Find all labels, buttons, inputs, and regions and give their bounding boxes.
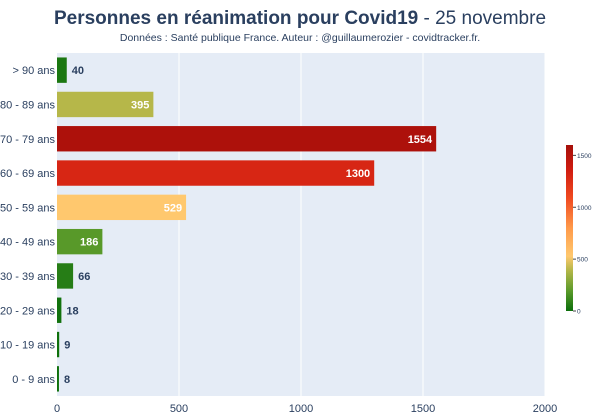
chart-subtitle: Données : Santé publique France. Auteur … bbox=[120, 32, 480, 44]
bar-value-label: 395 bbox=[131, 99, 149, 111]
colorbar-tick-label: 500 bbox=[577, 257, 588, 264]
colorbar-tick-label: 1000 bbox=[577, 205, 592, 212]
bars: 40 395 1554 1300 529 186 66 18 9 8 bbox=[57, 57, 437, 392]
bar-value-label: 66 bbox=[78, 271, 90, 283]
x-tick-label: 0 bbox=[54, 403, 60, 415]
chart-title: Personnes en réanimation pour Covid19 - … bbox=[54, 8, 546, 29]
y-axis-labels: > 90 ans 80 - 89 ans 70 - 79 ans 60 - 69 an… bbox=[0, 65, 55, 386]
bar bbox=[57, 91, 154, 118]
bar bbox=[57, 366, 59, 392]
bar-value-label: 18 bbox=[66, 305, 78, 317]
y-tick-label: 80 - 89 ans bbox=[0, 99, 55, 111]
colorbar-ticks: 0 500 1000 1500 bbox=[573, 153, 592, 316]
grid bbox=[178, 53, 546, 396]
y-tick-label: 40 - 49 ans bbox=[0, 237, 55, 249]
bar bbox=[57, 57, 67, 83]
x-tick-label: 2000 bbox=[533, 403, 557, 415]
y-tick-label: > 90 ans bbox=[12, 65, 55, 77]
bar-value-label: 8 bbox=[64, 374, 70, 386]
y-tick-label: 30 - 39 ans bbox=[0, 271, 55, 283]
bar bbox=[57, 263, 74, 289]
colorbar: 0 500 1000 1500 bbox=[566, 145, 592, 316]
chart-title-date: - 25 novembre bbox=[418, 8, 546, 29]
x-tick-label: 500 bbox=[170, 403, 188, 415]
y-tick-label: 0 - 9 ans bbox=[12, 374, 55, 386]
bar-value-label: 40 bbox=[72, 65, 84, 77]
y-tick-label: 70 - 79 ans bbox=[0, 134, 55, 146]
y-tick-label: 50 - 59 ans bbox=[0, 202, 55, 214]
bar-value-label: 529 bbox=[164, 202, 182, 214]
bar-value-label: 9 bbox=[64, 340, 70, 352]
colorbar-tick-label: 1500 bbox=[577, 153, 592, 160]
x-tick-label: 1500 bbox=[411, 403, 435, 415]
y-tick-label: 60 - 69 ans bbox=[0, 168, 55, 180]
bar-value-label: 1300 bbox=[346, 168, 370, 180]
bar bbox=[57, 228, 103, 255]
bar bbox=[57, 194, 187, 221]
y-tick-label: 20 - 29 ans bbox=[0, 305, 55, 317]
bar-value-label: 186 bbox=[80, 237, 98, 249]
colorbar-tick-label: 0 bbox=[577, 309, 581, 316]
bar bbox=[57, 297, 62, 323]
colorbar-scale bbox=[566, 145, 573, 311]
chart-title-main: Personnes en réanimation pour Covid19 bbox=[54, 8, 418, 29]
x-axis-labels: 0 500 1000 1500 2000 bbox=[54, 403, 557, 415]
y-tick-label: 10 - 19 ans bbox=[0, 340, 55, 352]
bar-value-label: 1554 bbox=[408, 134, 433, 146]
bar bbox=[57, 126, 437, 152]
bar bbox=[57, 160, 375, 186]
bar bbox=[57, 331, 60, 358]
x-tick-label: 1000 bbox=[289, 403, 313, 415]
